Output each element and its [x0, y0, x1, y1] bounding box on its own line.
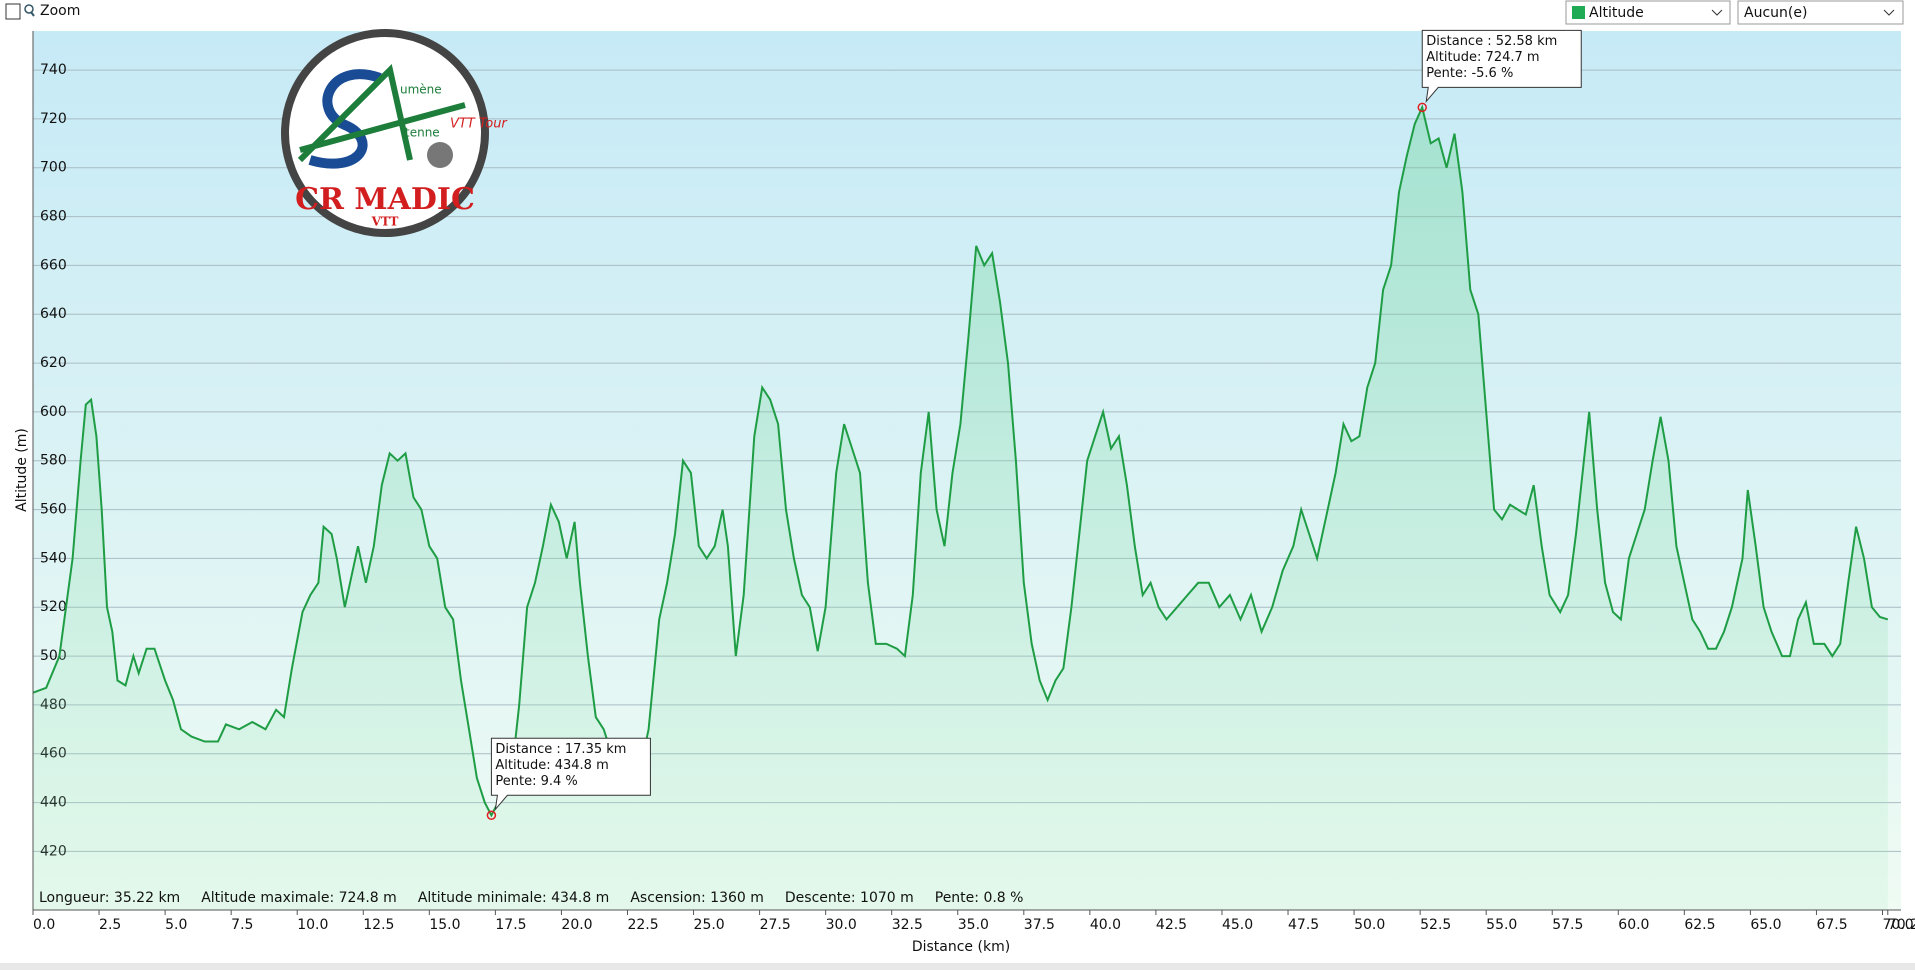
- x-tick-label: 55.0: [1486, 917, 1517, 933]
- x-tick-label: 45.0: [1222, 917, 1253, 933]
- tooltip-text: Pente: 9.4 %: [495, 774, 577, 789]
- x-tick-label: 70.0: [1883, 917, 1914, 933]
- stat-text: Descente: 1070 m: [785, 890, 914, 906]
- dropdown-text: Aucun(e): [1744, 5, 1807, 21]
- logo-text: tenne: [405, 126, 440, 140]
- x-tick-label: 35.0: [958, 917, 989, 933]
- dropdown[interactable]: [1737, 0, 1904, 25]
- tooltip-text: Distance : 17.35 km: [495, 742, 626, 757]
- x-tick-label: 17.5: [495, 917, 526, 933]
- x-tick-label: 37.5: [1024, 917, 1055, 933]
- stat-text: Longueur: 35.22 km: [39, 890, 180, 906]
- x-tick-label: 40.0: [1090, 917, 1121, 933]
- tooltip-text: Altitude: 434.8 m: [495, 758, 608, 773]
- x-tick-label: 60.0: [1618, 917, 1649, 933]
- logo: umène tenne VTT Tour CR MADIC VTT: [281, 29, 508, 237]
- logo-a: [297, 64, 466, 163]
- dropdown-text: Altitude: [1589, 5, 1644, 21]
- y-tick-label: 560: [40, 502, 67, 518]
- y-tick-label: 640: [40, 306, 67, 322]
- dropdown-arrow: [1883, 9, 1895, 16]
- y-tick-label: 740: [40, 62, 67, 78]
- y-tick-label: 520: [40, 599, 67, 615]
- x-tick-label: 27.5: [760, 917, 791, 933]
- x-tick-label: 12.5: [363, 917, 394, 933]
- zoom-checkbox[interactable]: [5, 3, 21, 20]
- x-axis-label: Distance (km): [912, 939, 1010, 955]
- logo-s: [308, 69, 382, 169]
- status-bar: [0, 963, 1915, 970]
- logo-title: CR MADIC: [295, 182, 475, 217]
- zoom-label: Zoom: [40, 3, 80, 19]
- x-tick-label: 47.5: [1288, 917, 1319, 933]
- stat-text: Pente: 0.8 %: [935, 890, 1024, 906]
- x-tick-label: 25.0: [694, 917, 725, 933]
- plot: 4204404604805005205405605806006206406606…: [32, 29, 1915, 933]
- y-tick-label: 600: [40, 404, 67, 420]
- x-tick-label: 22.5: [627, 917, 658, 933]
- point-marker: [1417, 102, 1427, 113]
- y-tick-label: 660: [40, 257, 67, 273]
- x-tick-label: 10.0: [297, 917, 328, 933]
- y-tick-label: 700: [40, 160, 67, 176]
- tooltip-text: Altitude: 724.7 m: [1426, 50, 1539, 65]
- tooltip-box: [490, 737, 651, 811]
- x-tick-label: 57.5: [1552, 917, 1583, 933]
- x-tick-label: 62.5: [1684, 917, 1715, 933]
- x-tick-label: 70.2: [1888, 917, 1915, 933]
- altitude-line: [32, 104, 1889, 818]
- logo-rider: [427, 142, 453, 168]
- stat-text: Ascension: 1360 m: [630, 890, 764, 906]
- x-tick-label: 67.5: [1816, 917, 1847, 933]
- x-tick-label: 32.5: [892, 917, 923, 933]
- y-tick-label: 720: [40, 111, 67, 127]
- x-tick-label: 42.5: [1156, 917, 1187, 933]
- y-tick-label: 680: [40, 209, 67, 225]
- y-axis-label: Altitude (m): [14, 428, 30, 512]
- stat-text: Altitude maximale: 724.8 m: [201, 890, 397, 906]
- tooltip-box: [1421, 29, 1582, 104]
- x-tick-label: 30.0: [826, 917, 857, 933]
- tooltip-text: Distance : 52.58 km: [1426, 34, 1557, 49]
- zoom-icon: [24, 4, 34, 14]
- x-tick-label: 65.0: [1750, 917, 1781, 933]
- x-tick-label: 5.0: [165, 917, 187, 933]
- toolbar: Zoom Altitude Aucun(e): [5, 0, 1904, 25]
- x-tick-label: 2.5: [99, 917, 121, 933]
- logo-sub: VTT: [371, 215, 399, 229]
- logo-text: VTT Tour: [450, 117, 508, 132]
- x-tick-label: 20.0: [561, 917, 592, 933]
- area-fill: [33, 107, 1888, 910]
- y-tick-label: 540: [40, 550, 67, 566]
- dropdown[interactable]: [1565, 0, 1731, 25]
- x-tick-label: 15.0: [429, 917, 460, 933]
- y-tick-label: 620: [40, 355, 67, 371]
- color-swatch: [1572, 6, 1585, 19]
- zoom-icon: [30, 11, 35, 17]
- point-marker: [486, 810, 497, 821]
- x-tick-label: 0.0: [33, 917, 55, 933]
- dropdown-arrow: [1711, 9, 1723, 16]
- x-tick-label: 7.5: [231, 917, 253, 933]
- y-tick-label: 580: [40, 453, 67, 469]
- logo-text: umène: [400, 83, 442, 97]
- x-tick-label: 52.5: [1420, 917, 1451, 933]
- tooltip-text: Pente: -5.6 %: [1426, 66, 1513, 81]
- stat-text: Altitude minimale: 434.8 m: [418, 890, 610, 906]
- x-tick-label: 50.0: [1354, 917, 1385, 933]
